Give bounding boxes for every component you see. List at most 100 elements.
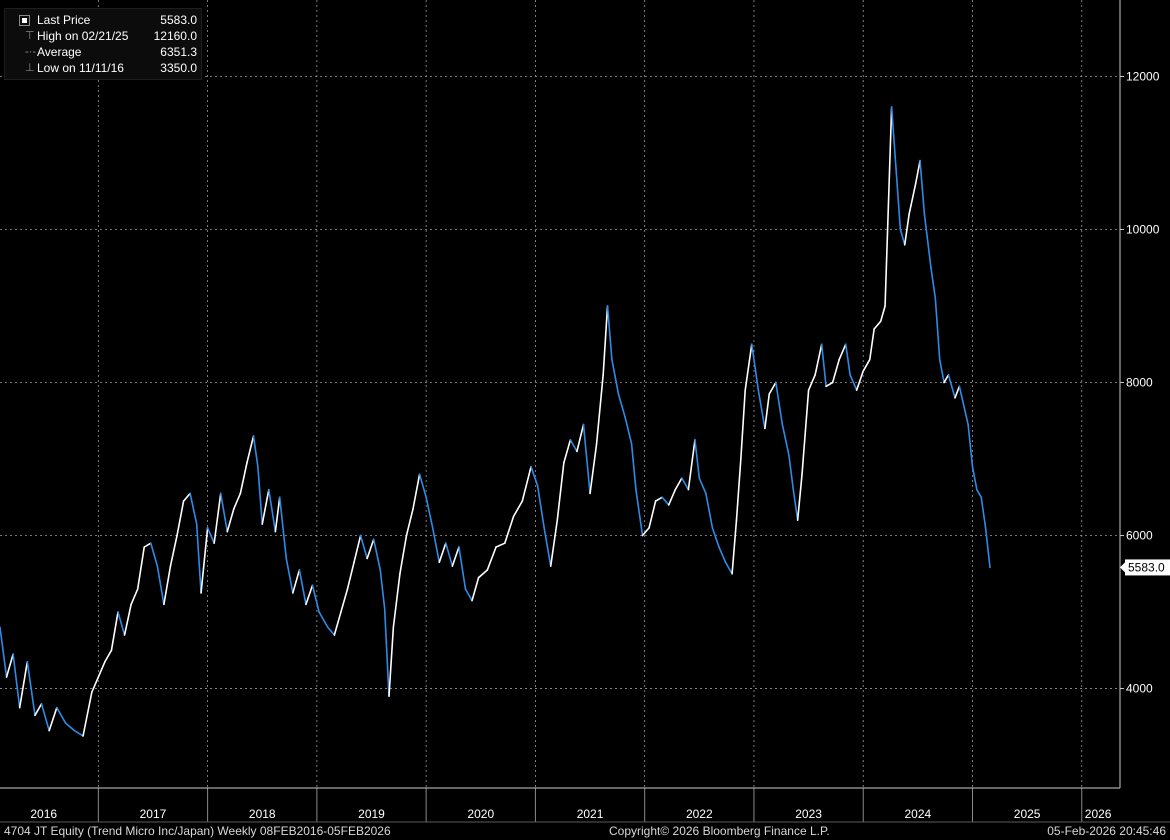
footer-copyright: Copyright© 2026 Bloomberg Finance L.P. (609, 824, 830, 838)
price-segment (136, 546, 146, 590)
price-segment (914, 159, 921, 185)
price-segment (327, 626, 336, 636)
price-segment (980, 496, 987, 529)
price-segment (855, 370, 865, 391)
y-tick-label: 8000 (1126, 376, 1153, 390)
grid-layer (0, 0, 1120, 788)
price-segment (226, 507, 235, 533)
price-segment (486, 546, 497, 571)
price-segment (930, 266, 937, 300)
price-segment (862, 358, 871, 372)
price-segment (366, 538, 375, 560)
price-segment (340, 588, 349, 613)
legend-item-low: ⊥ Low on 11/11/16 3350.0 (25, 61, 197, 75)
price-segment (958, 385, 965, 407)
price-segment (445, 542, 454, 567)
average-marker-icon: -·- (25, 46, 36, 58)
price-segment (764, 393, 771, 430)
price-segment (611, 358, 620, 395)
price-segment (694, 439, 701, 479)
price-segment (635, 488, 644, 537)
price-segment (967, 423, 974, 468)
price-segment (471, 576, 480, 602)
price-segment (412, 473, 421, 510)
price-segment (589, 442, 598, 495)
x-tick-label: 2021 (577, 807, 604, 821)
price-segment (648, 500, 657, 529)
price-segment (318, 611, 329, 629)
price-segment (431, 527, 441, 564)
price-segment (163, 565, 172, 606)
price-segment (825, 381, 834, 388)
legend: Last Price 5583.0 ⊤ High on 02/21/25 121… (4, 8, 202, 80)
price-segment (399, 534, 408, 575)
x-tick-label: 2024 (905, 807, 932, 821)
price-segment (521, 465, 532, 502)
price-segment (984, 527, 991, 569)
price-segment (246, 435, 255, 464)
price-segment (740, 389, 747, 460)
price-segment (796, 473, 803, 522)
high-marker-icon: ⊤ (25, 30, 35, 42)
price-segment (971, 465, 978, 491)
x-tick-label: 2019 (358, 807, 385, 821)
price-segment (425, 496, 434, 529)
price-segment (117, 611, 126, 636)
price-segment (705, 492, 714, 529)
square-icon (19, 15, 30, 26)
price-segment (48, 706, 58, 732)
price-segment (333, 611, 342, 636)
price-segment (346, 561, 355, 590)
footer-security: 4704 JT Equity (Trend Micro Inc/Japan) W… (4, 824, 391, 838)
price-segment (899, 228, 906, 246)
price-segment (768, 381, 777, 395)
y-tick-label: 6000 (1126, 529, 1153, 543)
last-price-tag-pointer (1120, 561, 1126, 574)
price-segment (890, 106, 897, 170)
x-tick-label: 2025 (1014, 807, 1041, 821)
price-segment (879, 305, 886, 323)
x-tick-label: 2023 (795, 807, 822, 821)
price-segment (388, 626, 395, 697)
price-segment (757, 389, 766, 430)
price-segment (18, 660, 29, 709)
price-segment (149, 542, 159, 567)
price-segment (624, 416, 633, 445)
price-segment (123, 603, 132, 636)
legend-item-average: -·- Average 6351.3 (25, 45, 197, 59)
price-segment (549, 519, 559, 567)
price-segment (176, 500, 185, 537)
price-segment (807, 374, 816, 391)
price-segment (34, 703, 43, 717)
price-segment (40, 703, 50, 732)
price-segment (418, 473, 427, 499)
price-segment (654, 496, 663, 502)
x-tick-label: 2018 (249, 807, 276, 821)
price-segment (724, 561, 733, 575)
low-marker-icon: ⊥ (25, 62, 35, 74)
price-segment (576, 423, 585, 453)
price-segment (698, 477, 707, 495)
price-segment (104, 649, 113, 663)
price-segment (392, 572, 401, 629)
price-segment (943, 374, 950, 384)
price-segment (617, 393, 626, 418)
price-segment (814, 343, 823, 376)
price-series (0, 106, 991, 737)
price-segment (606, 305, 613, 361)
price-segment (543, 527, 552, 567)
y-tick-label: 12000 (1126, 70, 1160, 84)
price-segment (110, 611, 119, 652)
price-segment (267, 488, 277, 533)
price-segment (838, 343, 847, 361)
price-segment (182, 492, 191, 502)
price-segment (213, 492, 222, 544)
price-segment (383, 607, 390, 697)
price-segment (512, 500, 524, 518)
price-segment (792, 488, 799, 522)
price-segment (292, 569, 301, 594)
price-segment (477, 569, 489, 579)
price-segment (90, 676, 100, 694)
price-segment (844, 343, 851, 376)
x-tick-label: 2016 (30, 807, 57, 821)
